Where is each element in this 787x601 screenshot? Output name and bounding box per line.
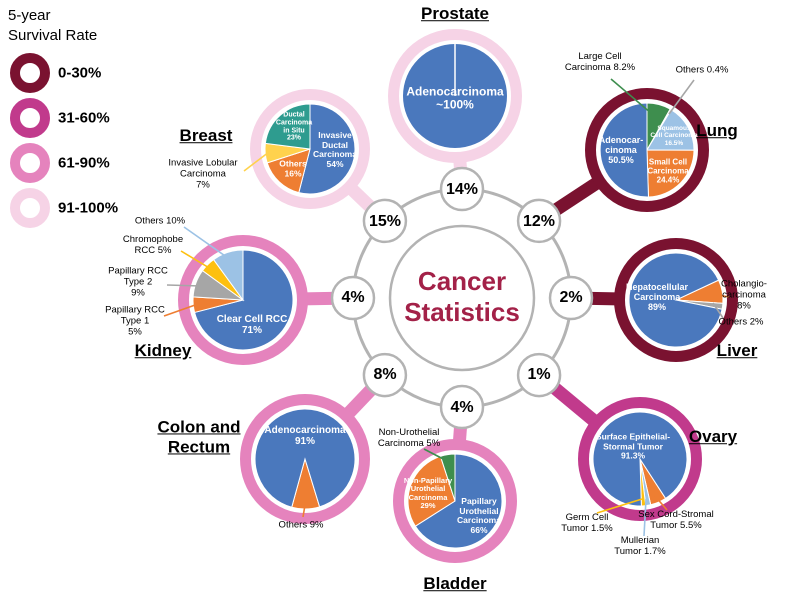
lung-share-node (516, 198, 562, 244)
legend-ring-2 (10, 143, 50, 183)
legend-ring-0 (10, 53, 50, 93)
colon-and-rectum-slice-1 (254, 408, 356, 508)
liver-leader-0 (712, 293, 730, 298)
kidney-leader-4 (183, 226, 229, 259)
kidney-leader-2 (166, 284, 202, 287)
kidney-leader-1 (163, 303, 199, 317)
liver-slice-2 (628, 252, 723, 348)
liver-leader-1 (712, 302, 724, 319)
center-circle (388, 224, 536, 372)
lung-slice-4 (599, 102, 649, 198)
ovary-leader-1 (643, 498, 647, 537)
legend-ring-1 (10, 98, 50, 138)
lung-slice-3 (646, 149, 695, 198)
kidney-slice-4 (212, 249, 244, 302)
bladder-slice-1 (407, 455, 456, 527)
legend-ring-3 (10, 188, 50, 228)
legend-item-61-90: 61-90% (58, 154, 110, 172)
lung-leader-1 (668, 79, 695, 115)
ovary-leader-2 (596, 498, 643, 514)
legend-item-0-30: 0-30% (58, 64, 102, 82)
breast-leader-2 (243, 151, 270, 172)
bladder-share-node (439, 384, 485, 430)
liver-share-node (548, 275, 594, 321)
bladder-slice-0 (414, 453, 503, 549)
ovary-share-node (516, 352, 562, 398)
bladder-leader-2 (423, 448, 448, 462)
breast-slice-3 (264, 103, 311, 150)
legend-item-91-100: 91-100% (58, 199, 119, 217)
prostate-share-node (439, 166, 485, 212)
kidney-leader-3 (180, 250, 212, 270)
colon-and-rectum-share-node (362, 352, 408, 398)
legend-item-31-60: 31-60% (58, 109, 110, 127)
bladder-slice-2 (439, 453, 456, 502)
ovary-leader-0 (654, 495, 668, 511)
breast-slice-0 (298, 103, 356, 195)
legend-title: 5-year Survival Rate (8, 7, 98, 44)
kidney-share-node (330, 275, 376, 321)
breast-share-node (362, 198, 408, 244)
ovary-slice-3 (592, 411, 688, 507)
colon-and-rectum-leader-0 (302, 498, 307, 518)
lung-leader-0 (610, 78, 652, 114)
